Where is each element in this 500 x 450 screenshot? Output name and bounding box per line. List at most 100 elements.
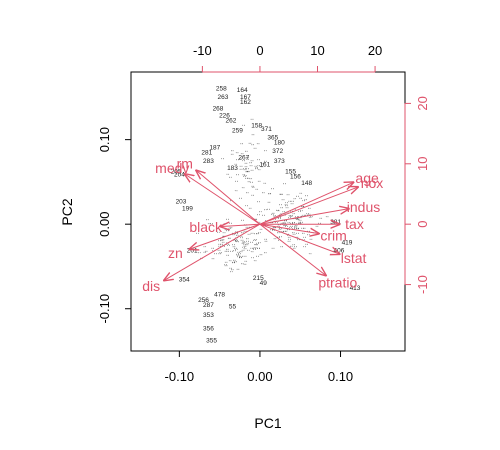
- observation-mark: ∙∙: [257, 162, 261, 169]
- observation-mark: ∙∙: [235, 246, 239, 253]
- observation-mark: ∙∙: [253, 245, 257, 252]
- observation-mark: ∙∙: [207, 220, 211, 227]
- variable-label-ptratio: ptratio: [318, 274, 357, 290]
- observation-mark: ∙∙: [271, 245, 275, 252]
- observation-mark: ∙∙: [245, 224, 249, 231]
- observation-mark: ∙∙: [245, 203, 249, 210]
- observation-mark: ∙∙: [278, 237, 282, 244]
- observation-mark: ∙∙: [237, 249, 241, 256]
- observation-mark: ∙∙: [292, 242, 296, 249]
- observation-mark: ∙∙: [255, 242, 259, 249]
- observation-mark: ∙∙: [272, 224, 276, 231]
- variable-arrow-nox: [259, 187, 359, 225]
- top-tick-label: 20: [368, 43, 382, 58]
- observation-mark: ∙∙: [239, 248, 243, 255]
- y-axis-right: -10 0 10 20: [404, 96, 430, 294]
- observation-mark: ∙∙: [301, 203, 305, 210]
- observation-mark: ∙∙: [307, 211, 311, 218]
- observation-mark: ∙∙: [237, 254, 241, 261]
- observation-mark: ∙∙: [279, 225, 283, 232]
- observation-mark: ∙∙: [254, 242, 258, 249]
- observation-mark: ∙∙: [290, 201, 294, 208]
- observation-mark: ∙∙: [253, 216, 257, 223]
- observation-mark: ∙∙: [318, 220, 322, 227]
- observation-mark: ∙∙: [309, 236, 313, 243]
- observation-mark: ∙∙: [296, 230, 300, 237]
- observation-label: 156: [290, 173, 301, 180]
- variable-label-lstat: lstat: [341, 250, 367, 266]
- observation-mark: ∙∙: [224, 259, 228, 266]
- observation-label: 268: [213, 106, 224, 113]
- observation-mark: ∙∙: [253, 258, 257, 265]
- observation-mark: ∙∙: [230, 151, 234, 158]
- observation-mark: ∙∙: [310, 214, 314, 221]
- observation-label: 365: [267, 134, 278, 141]
- observation-mark: ∙∙: [239, 254, 243, 261]
- observation-mark: ∙∙: [246, 175, 250, 182]
- observation-mark: ∙∙: [257, 178, 261, 185]
- observation-mark: ∙∙: [251, 132, 255, 139]
- observation-mark: ∙∙: [226, 248, 230, 255]
- observation-mark: ∙∙: [240, 229, 244, 236]
- observation-mark: ∙∙: [243, 173, 247, 180]
- observation-mark: ∙∙: [268, 191, 272, 198]
- observation-mark: ∙∙: [284, 201, 288, 208]
- observation-mark: ∙∙: [295, 216, 299, 223]
- observation-mark: ∙∙: [304, 196, 308, 203]
- variable-label-medv: medv: [155, 160, 189, 176]
- observation-mark: ∙∙: [232, 257, 236, 264]
- observation-mark: ∙∙: [257, 156, 261, 163]
- observation-mark: ∙∙: [249, 160, 253, 167]
- observation-mark: ∙∙: [263, 249, 267, 256]
- observation-label: 356: [203, 326, 214, 333]
- observation-mark: ∙∙: [303, 234, 307, 241]
- observation-mark: ∙∙: [273, 225, 277, 232]
- y-tick-label: -0.10: [97, 294, 112, 324]
- observation-mark: ∙∙: [288, 215, 292, 222]
- observation-mark: ∙∙: [264, 238, 268, 245]
- observation-mark: ∙∙: [298, 217, 302, 224]
- observation-mark: ∙∙: [273, 213, 277, 220]
- observation-mark: ∙∙: [253, 245, 257, 252]
- observation-mark: ∙∙: [239, 166, 243, 173]
- observation-mark: ∙∙: [298, 219, 302, 226]
- observation-mark: ∙∙: [210, 221, 214, 228]
- observation-mark: ∙∙: [293, 206, 297, 213]
- observation-label: 281: [201, 150, 212, 157]
- observation-mark: ∙∙: [230, 268, 234, 275]
- observation-mark: ∙∙: [255, 165, 259, 172]
- observation-mark: ∙∙: [255, 165, 259, 172]
- observation-mark: ∙∙: [227, 242, 231, 249]
- observation-mark: ∙∙: [236, 266, 240, 273]
- observation-mark: ∙∙: [257, 245, 261, 252]
- observation-mark: ∙∙: [246, 238, 250, 245]
- observation-label: 259: [232, 128, 243, 135]
- observation-mark: ∙∙: [276, 218, 280, 225]
- observation-mark: ∙∙: [292, 245, 296, 252]
- observation-points: ∙∙∙∙∙∙∙∙∙∙∙∙∙∙∙∙∙∙∙∙∙∙∙∙∙∙∙∙∙∙∙∙∙∙∙∙∙∙∙∙…: [171, 85, 361, 344]
- observation-mark: ∙∙: [296, 226, 300, 233]
- observation-mark: ∙∙: [217, 247, 221, 254]
- observation-mark: ∙∙: [276, 207, 280, 214]
- observation-mark: ∙∙: [315, 223, 319, 230]
- observation-mark: ∙∙: [227, 235, 231, 242]
- observation-mark: ∙∙: [276, 208, 280, 215]
- observation-mark: ∙∙: [292, 220, 296, 227]
- observation-mark: ∙∙: [305, 212, 309, 219]
- observation-mark: ∙∙: [222, 230, 226, 237]
- observation-mark: ∙∙: [234, 161, 238, 168]
- observation-mark: ∙∙: [241, 240, 245, 247]
- observation-mark: ∙∙: [270, 227, 274, 234]
- observation-mark: ∙∙: [239, 195, 243, 202]
- observation-mark: ∙∙: [234, 245, 238, 252]
- observation-label: 372: [272, 148, 283, 155]
- observation-mark: ∙∙: [246, 168, 250, 175]
- observation-mark: ∙∙: [305, 241, 309, 248]
- observation-label: 354: [179, 277, 190, 284]
- observation-mark: ∙∙: [232, 242, 236, 249]
- variable-label-rm: rm: [177, 155, 193, 171]
- observation-mark: ∙∙: [287, 219, 291, 226]
- variable-label-age: age: [355, 170, 379, 186]
- observation-mark: ∙∙: [285, 205, 289, 212]
